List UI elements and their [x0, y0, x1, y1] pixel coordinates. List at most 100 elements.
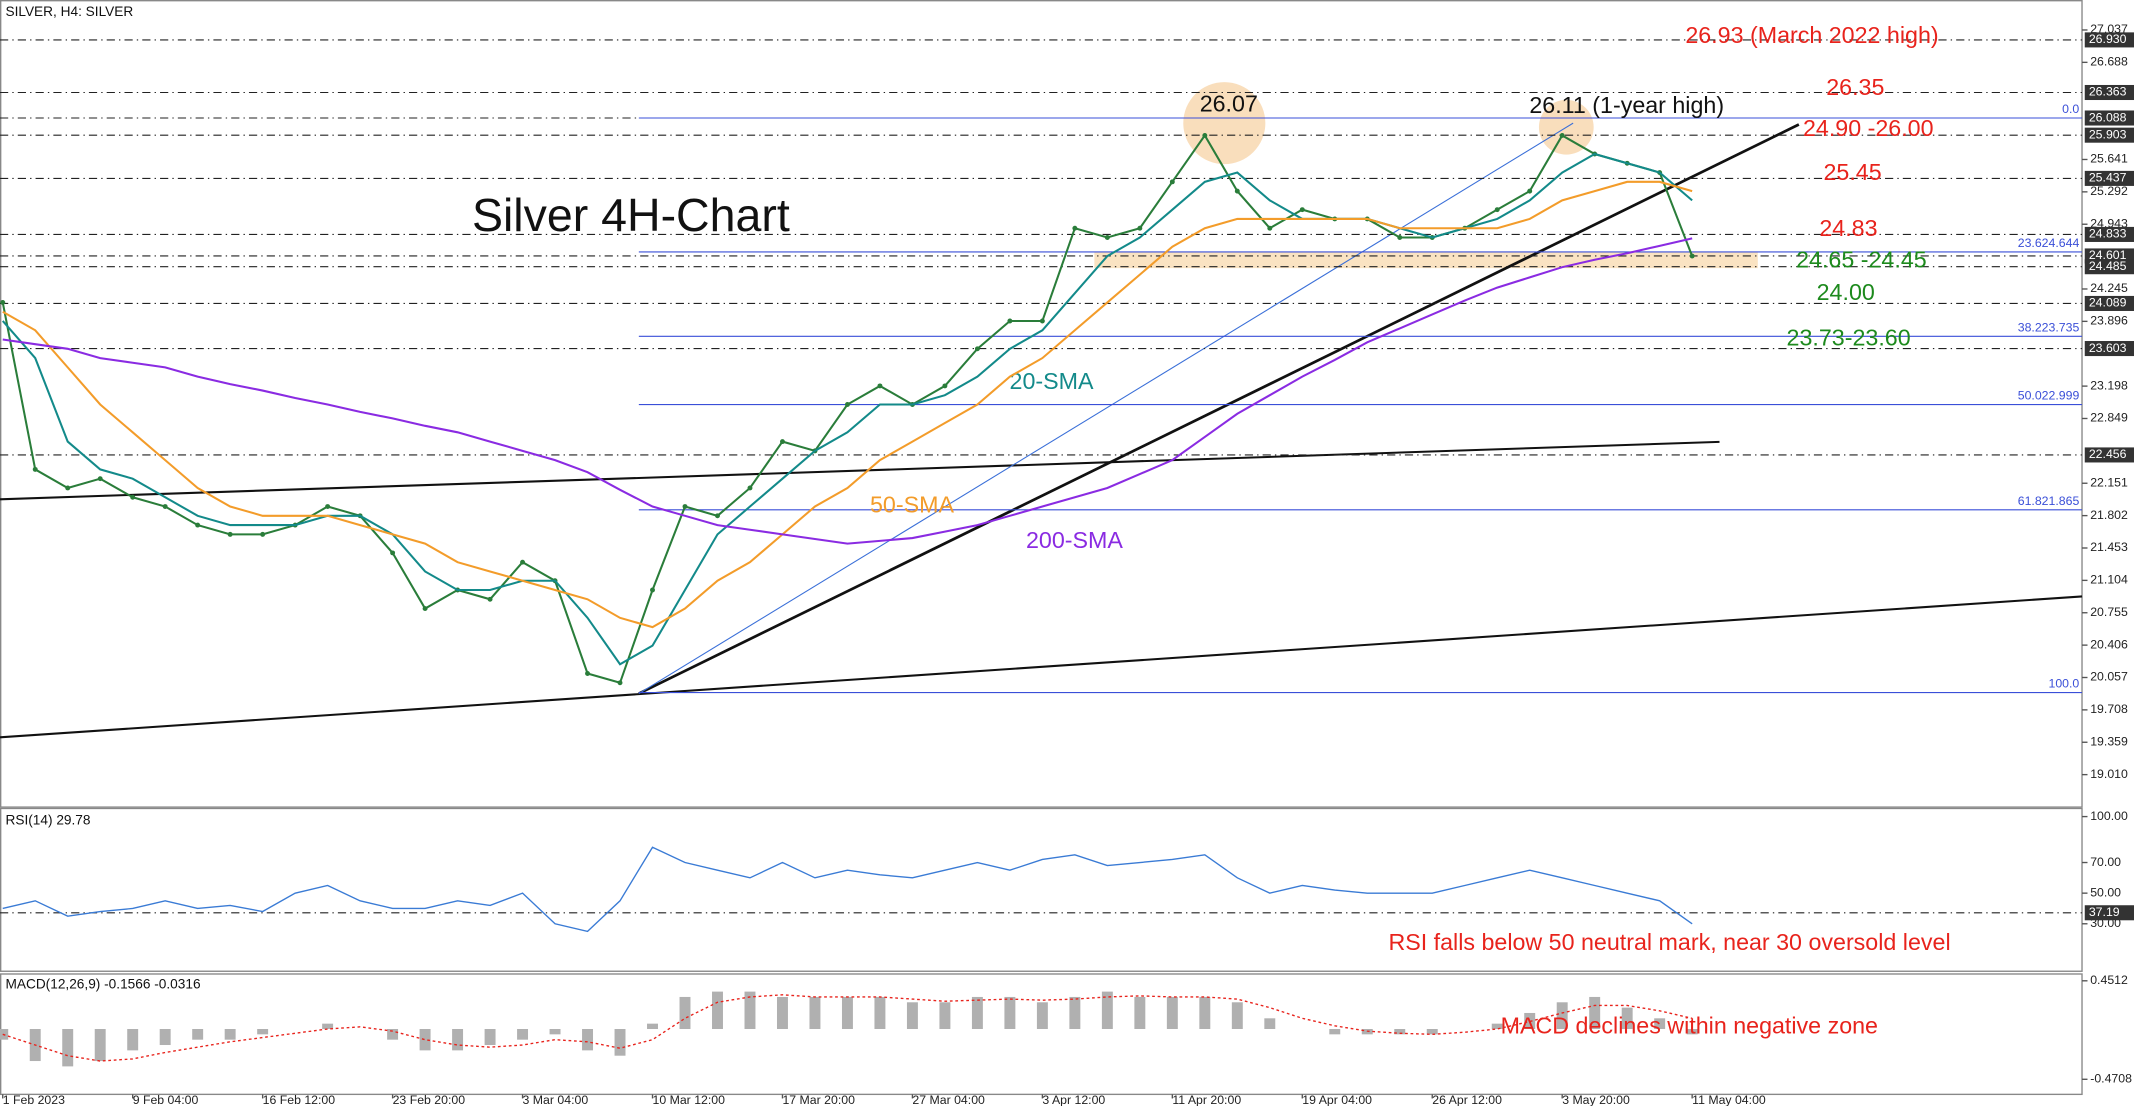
price-point	[1137, 225, 1143, 231]
macd-bar	[906, 1002, 918, 1029]
macd-bar	[419, 1028, 431, 1051]
fib-label: 38.223.735	[2018, 320, 2080, 334]
macd-bar	[1394, 1028, 1406, 1035]
macd-bar	[322, 1023, 334, 1029]
macd-bar	[94, 1028, 106, 1062]
y-tick-label: 19.359	[2090, 735, 2128, 749]
annotation: 26.35	[1826, 74, 1884, 100]
trendline	[638, 123, 1800, 695]
macd-bar	[1329, 1028, 1341, 1035]
price-point	[1689, 253, 1695, 259]
y-tick-label: 25.292	[2090, 184, 2128, 198]
macd-bar	[517, 1028, 529, 1040]
macd-title: MACD(12,26,9) -0.1566 -0.0316	[5, 977, 200, 992]
macd-bar	[192, 1028, 204, 1040]
macd-bar	[647, 1023, 658, 1029]
macd-bar	[874, 996, 886, 1029]
macd-bar	[744, 991, 756, 1029]
level-label-box	[2084, 341, 2134, 357]
price-point	[162, 504, 168, 509]
annotation: 24.00	[1817, 279, 1875, 305]
y-tick-label: 23.896	[2090, 314, 2128, 328]
annotation: 24.90 -26.00	[1803, 115, 1934, 141]
sma-label: 50-SMA	[870, 491, 954, 517]
macd-bar	[1004, 996, 1016, 1029]
price-point	[130, 494, 136, 500]
fib-label: 100.0	[2049, 677, 2080, 691]
x-tick-label: 1 Feb 2023	[3, 1093, 65, 1106]
price-point	[1397, 235, 1403, 240]
macd-bar	[549, 1028, 561, 1035]
x-tick-label: 26 Apr 12:00	[1432, 1093, 1502, 1106]
price-point	[487, 596, 493, 602]
macd-bar	[1069, 996, 1081, 1029]
sma-label: 200-SMA	[1026, 527, 1123, 553]
price-point	[1234, 188, 1240, 194]
sma-label: 20-SMA	[1010, 368, 1094, 394]
annotation: 25.45	[1823, 159, 1881, 185]
y-tick-label: 21.453	[2090, 540, 2128, 554]
macd-bar	[1231, 1002, 1243, 1029]
level-label: 37.19	[2089, 905, 2120, 919]
macd-bar	[614, 1028, 626, 1056]
signal-line	[2, 994, 1693, 1062]
level-label-box	[2084, 84, 2134, 101]
level-label: 24.485	[2089, 259, 2127, 273]
y-tick-label: 26.688	[2090, 55, 2128, 69]
fib-trendline	[638, 122, 1574, 695]
fib-label: 50.022.999	[2018, 389, 2080, 403]
macd-bar	[1036, 1002, 1048, 1029]
highlight-circle	[1183, 82, 1266, 165]
level-label: 26.088	[2089, 110, 2127, 124]
price-point	[650, 587, 655, 593]
sma-line	[2, 237, 1693, 545]
price-point	[617, 680, 623, 686]
rsi-line	[2, 846, 1693, 933]
macd-bar	[679, 996, 691, 1029]
macd-bar	[939, 1002, 951, 1029]
price-point	[260, 531, 266, 537]
level-label-box	[2084, 32, 2134, 48]
macd-bar	[1426, 1028, 1438, 1035]
price-point	[1299, 207, 1305, 213]
level-label-box	[2084, 259, 2134, 275]
macd-bar	[1621, 1007, 1633, 1029]
annotation: RSI falls below 50 neutral mark, near 30…	[1388, 929, 1950, 955]
macd-bar	[809, 996, 821, 1029]
macd-bar	[1686, 1028, 1698, 1035]
y-tick-label: 21.104	[2090, 573, 2128, 587]
price-point	[877, 383, 883, 389]
x-tick-label: 16 Feb 12:00	[263, 1093, 336, 1106]
fib-label: 0.0	[2062, 102, 2079, 116]
price-point	[422, 606, 428, 612]
x-tick-label: 23 Feb 20:00	[393, 1093, 466, 1106]
price-point	[1169, 179, 1175, 185]
price-point	[520, 559, 526, 565]
x-tick-label: 17 Mar 20:00	[782, 1093, 855, 1106]
price-point	[1527, 188, 1533, 194]
y-tick-label: 70.00	[2090, 855, 2121, 869]
price-point	[780, 439, 785, 445]
macd-bar	[62, 1028, 74, 1067]
price-point	[195, 522, 201, 528]
header: SILVER, H4: SILVER	[5, 4, 133, 19]
y-tick-label: 23.198	[2090, 378, 2128, 392]
macd-bar	[127, 1028, 139, 1051]
level-label: 25.437	[2089, 171, 2127, 185]
level-label-box	[2084, 170, 2134, 186]
level-label: 26.363	[2089, 85, 2127, 99]
x-tick-label: 11 Apr 20:00	[1172, 1093, 1241, 1106]
macd-bar	[224, 1028, 236, 1040]
chart-title: Silver 4H-Chart	[472, 189, 790, 241]
level-label-box	[2084, 226, 2134, 242]
level-label: 22.456	[2089, 447, 2127, 461]
rsi-frame	[0, 807, 2083, 972]
y-tick-label: 50.00	[2090, 885, 2121, 899]
level-label-box	[2084, 905, 2134, 921]
x-tick-label: 11 May 04:00	[1692, 1093, 1766, 1106]
annotation: 23.73-23.60	[1787, 324, 1911, 350]
level-label-box	[2084, 110, 2134, 126]
macd-bar	[159, 1028, 171, 1046]
